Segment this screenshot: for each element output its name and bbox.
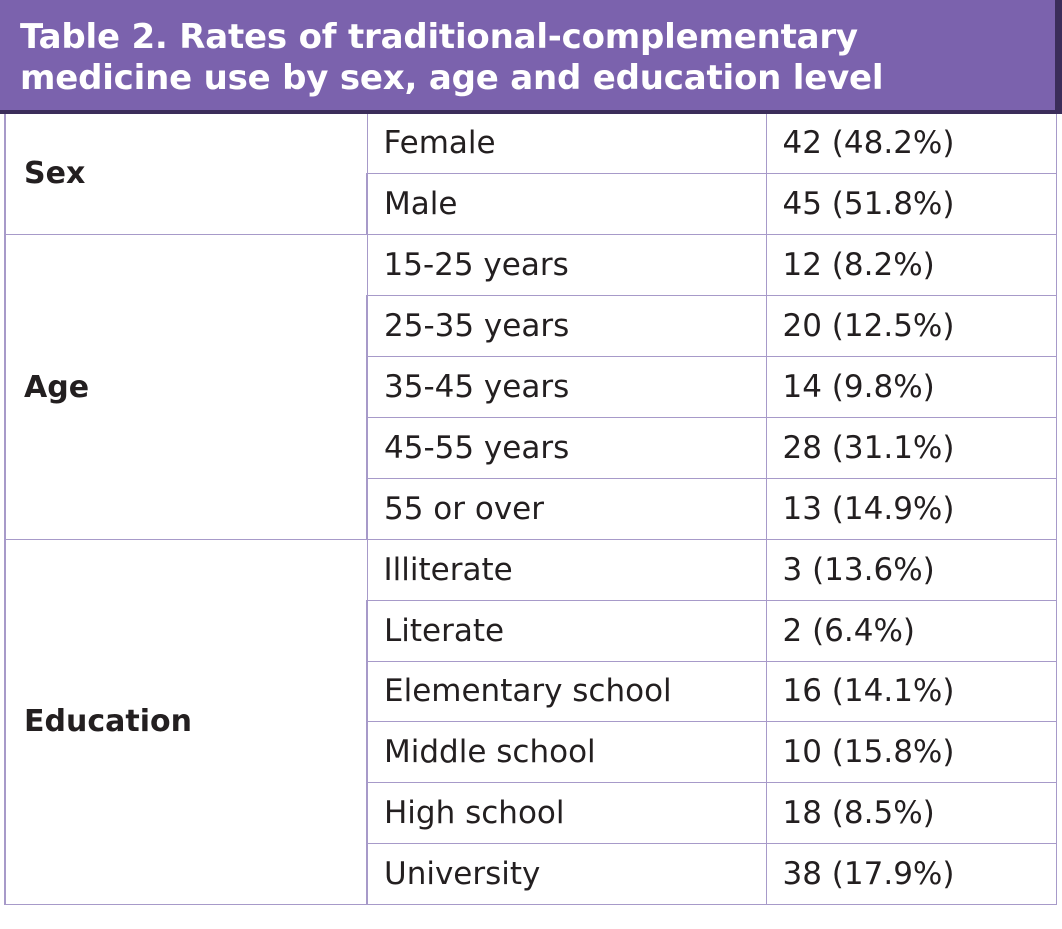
table-row: Education Illiterate 3 (13.6%) [4, 538, 1057, 906]
row-label: 55 or over [366, 477, 767, 540]
row-value: 20 (12.5%) [765, 295, 1057, 358]
table-caption: Table 2. Rates of traditional-complement… [0, 0, 1055, 110]
row-value: 14 (9.8%) [765, 356, 1057, 418]
row-value: 28 (31.1%) [765, 416, 1057, 479]
row-value: 10 (15.8%) [765, 721, 1057, 784]
row-label: 45-55 years [366, 416, 767, 479]
row-value: 2 (6.4%) [765, 599, 1057, 662]
data-table: Sex Female 42 (48.2%) Male 45 (51.8%) Ag… [4, 113, 1057, 906]
row-label: Middle school [366, 721, 767, 784]
row-label: 35-45 years [366, 356, 767, 418]
table-row: Age 15-25 years 12 (8.2%) [4, 234, 1057, 540]
group-label-age: Age [4, 234, 368, 540]
row-value: 42 (48.2%) [765, 113, 1057, 175]
row-label: Illiterate [366, 538, 767, 601]
row-value: 3 (13.6%) [765, 538, 1057, 601]
table-body: Sex Female 42 (48.2%) Male 45 (51.8%) Ag… [4, 113, 1057, 906]
row-label: 15-25 years [366, 234, 767, 297]
row-label: Male [366, 173, 767, 236]
table-row: Sex Female 42 (48.2%) [4, 113, 1057, 236]
table-row: Middle school 10 (15.8%) [5, 721, 1057, 784]
row-value: 18 (8.5%) [765, 782, 1057, 845]
row-label: Elementary school [366, 660, 767, 723]
table-row: Literate 2 (6.4%) [5, 599, 1057, 662]
row-label: Literate [366, 599, 767, 662]
table-row: Male 45 (51.8%) [5, 173, 1057, 236]
row-value: 13 (14.9%) [765, 477, 1057, 540]
group-label-education: Education [4, 538, 368, 906]
row-value: 38 (17.9%) [765, 843, 1057, 906]
row-value: 16 (14.1%) [765, 660, 1057, 723]
table-row: Elementary school 16 (14.1%) [5, 660, 1057, 723]
table-row: 55 or over 13 (14.9%) [5, 477, 1057, 540]
group-label-sex: Sex [4, 113, 368, 236]
row-value: 45 (51.8%) [765, 173, 1057, 236]
row-label: 25-35 years [366, 295, 767, 358]
row-label: Female [366, 113, 767, 175]
table-row: High school 18 (8.5%) [5, 782, 1057, 845]
row-value: 12 (8.2%) [765, 234, 1057, 297]
row-label: High school [366, 782, 767, 845]
table-row: University 38 (17.9%) [5, 843, 1057, 906]
row-label: University [366, 843, 767, 906]
